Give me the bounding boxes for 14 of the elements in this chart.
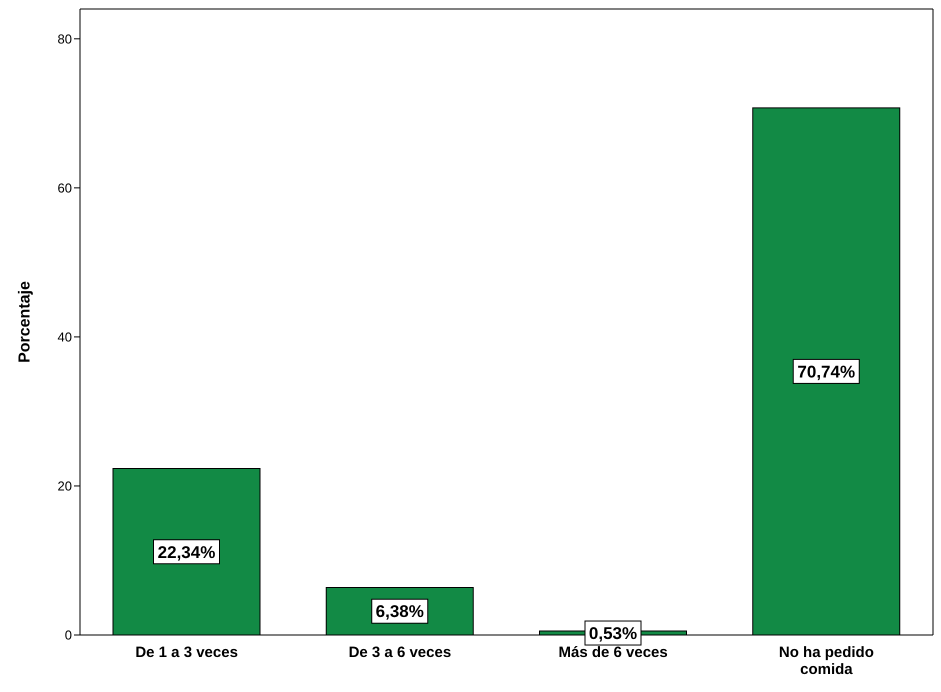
x-tick-label: De 3 a 6 veces [348, 644, 452, 661]
y-tick-label: 20 [58, 478, 72, 494]
data-label: 22,34% [158, 542, 216, 562]
x-tick-label: No ha pedido comida [778, 644, 874, 678]
y-tick-label: 60 [58, 180, 72, 196]
y-tick-label: 40 [58, 330, 72, 345]
y-tick-label: 0 [64, 628, 72, 643]
y-tick-label: 80 [58, 31, 72, 46]
y-axis-title: Porcentaje [16, 280, 34, 363]
data-label: 70,74% [797, 362, 856, 382]
data-label: 6,38% [376, 602, 424, 622]
data-label: 0,53% [588, 624, 638, 644]
x-tick-label: Más de 6 veces [558, 644, 668, 661]
x-tick-label: De 1 a 3 veces [135, 644, 238, 661]
